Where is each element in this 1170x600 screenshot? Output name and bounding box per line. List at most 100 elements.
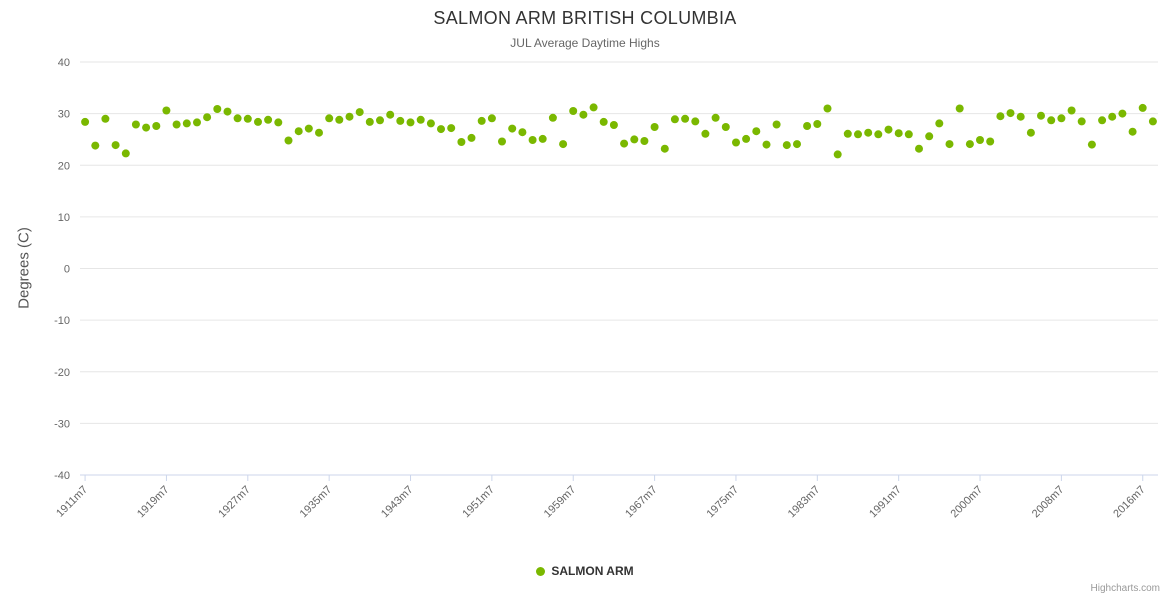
data-point[interactable] — [447, 124, 456, 133]
data-point[interactable] — [538, 134, 547, 143]
data-point[interactable] — [660, 144, 669, 153]
data-point[interactable] — [894, 129, 903, 138]
data-point[interactable] — [1026, 128, 1035, 137]
data-point[interactable] — [569, 107, 578, 115]
data-point[interactable] — [965, 140, 974, 149]
data-point[interactable] — [426, 119, 435, 128]
data-point[interactable] — [803, 122, 812, 130]
data-point[interactable] — [1057, 114, 1066, 123]
data-point[interactable] — [528, 136, 537, 144]
data-point[interactable] — [315, 128, 323, 137]
data-point[interactable] — [599, 117, 608, 126]
data-point[interactable] — [854, 130, 862, 139]
data-point[interactable] — [81, 117, 90, 126]
data-point[interactable] — [640, 137, 649, 145]
data-point[interactable] — [955, 104, 964, 113]
data-point[interactable] — [1016, 112, 1025, 121]
data-point[interactable] — [884, 125, 893, 134]
data-point[interactable] — [579, 110, 588, 119]
data-point[interactable] — [1098, 116, 1107, 125]
data-point[interactable] — [416, 115, 425, 124]
data-point[interactable] — [457, 138, 466, 146]
data-point[interactable] — [691, 117, 700, 126]
data-point[interactable] — [193, 118, 201, 127]
data-point[interactable] — [589, 103, 598, 112]
data-point[interactable] — [91, 141, 100, 150]
data-point[interactable] — [904, 130, 913, 139]
data-point[interactable] — [945, 140, 954, 149]
data-point[interactable] — [650, 123, 659, 131]
data-point[interactable] — [386, 110, 395, 119]
data-point[interactable] — [1148, 117, 1157, 126]
data-point[interactable] — [1108, 112, 1117, 121]
data-point[interactable] — [874, 130, 883, 139]
data-point[interactable] — [996, 112, 1005, 121]
data-point[interactable] — [355, 108, 364, 117]
data-point[interactable] — [772, 120, 781, 129]
data-point[interactable] — [437, 125, 445, 134]
data-point[interactable] — [1047, 116, 1056, 125]
data-point[interactable] — [833, 150, 842, 159]
data-point[interactable] — [345, 112, 354, 121]
data-point[interactable] — [1077, 117, 1086, 126]
data-point[interactable] — [376, 116, 384, 125]
data-point[interactable] — [935, 119, 944, 128]
data-point[interactable] — [396, 116, 405, 125]
data-point[interactable] — [721, 123, 730, 131]
data-point[interactable] — [742, 134, 751, 143]
data-point[interactable] — [233, 114, 242, 123]
data-point[interactable] — [254, 117, 262, 126]
data-point[interactable] — [304, 124, 313, 133]
data-point[interactable] — [508, 124, 517, 133]
data-point[interactable] — [986, 137, 995, 146]
data-point[interactable] — [203, 113, 212, 122]
data-point[interactable] — [559, 140, 568, 149]
data-point[interactable] — [1037, 111, 1045, 120]
data-point[interactable] — [142, 123, 151, 132]
data-point[interactable] — [121, 149, 130, 158]
data-point[interactable] — [162, 106, 171, 115]
data-point[interactable] — [213, 105, 222, 113]
data-point[interactable] — [630, 135, 639, 144]
data-point[interactable] — [264, 115, 273, 124]
data-point[interactable] — [223, 107, 232, 116]
data-point[interactable] — [548, 113, 557, 122]
data-point[interactable] — [182, 119, 191, 128]
data-point[interactable] — [487, 114, 496, 123]
data-point[interactable] — [793, 140, 801, 149]
data-point[interactable] — [762, 140, 771, 149]
data-point[interactable] — [274, 118, 283, 127]
data-point[interactable] — [406, 118, 415, 127]
data-point[interactable] — [782, 141, 791, 150]
data-point[interactable] — [294, 127, 303, 136]
legend-item-salmon-arm[interactable]: SALMON ARM — [536, 564, 634, 578]
data-point[interactable] — [365, 117, 374, 126]
data-point[interactable] — [620, 139, 629, 148]
data-point[interactable] — [172, 120, 181, 129]
data-point[interactable] — [101, 114, 110, 123]
data-point[interactable] — [1138, 103, 1147, 112]
data-point[interactable] — [813, 120, 822, 128]
data-point[interactable] — [1128, 127, 1137, 136]
data-point[interactable] — [284, 136, 293, 145]
data-point[interactable] — [152, 122, 161, 130]
data-point[interactable] — [518, 128, 527, 137]
data-point[interactable] — [1006, 109, 1015, 118]
data-point[interactable] — [325, 114, 334, 123]
data-point[interactable] — [1087, 140, 1096, 149]
data-point[interactable] — [131, 120, 140, 129]
data-point[interactable] — [1067, 106, 1076, 115]
data-point[interactable] — [1118, 109, 1127, 118]
data-point[interactable] — [823, 104, 832, 113]
data-point[interactable] — [711, 113, 720, 122]
data-point[interactable] — [864, 128, 873, 137]
data-point[interactable] — [701, 129, 710, 138]
data-point[interactable] — [681, 114, 690, 123]
data-point[interactable] — [477, 116, 486, 125]
data-point[interactable] — [925, 132, 934, 141]
data-point[interactable] — [111, 141, 120, 150]
data-point[interactable] — [915, 144, 923, 153]
data-point[interactable] — [843, 129, 852, 138]
credits-link[interactable]: Highcharts.com — [1090, 583, 1160, 594]
data-point[interactable] — [609, 121, 618, 129]
